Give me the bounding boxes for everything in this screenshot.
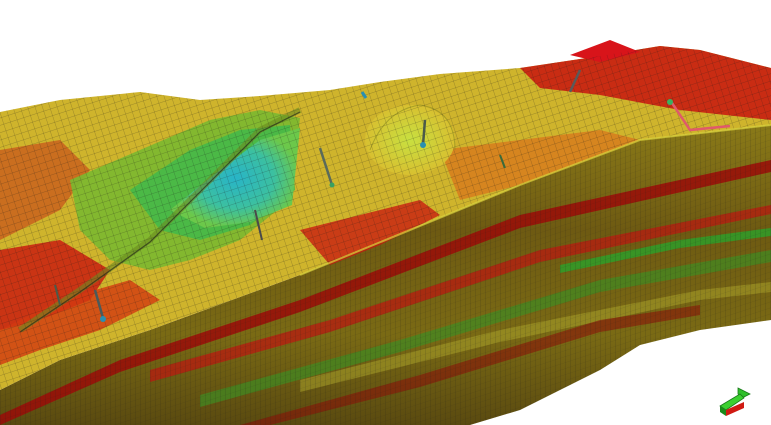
well-trajectory-icon[interactable]	[254, 209, 263, 241]
well-trajectory-icon[interactable]	[420, 119, 427, 148]
well-trajectory-icon[interactable]	[54, 284, 61, 306]
well-trajectory-icon[interactable]	[499, 154, 506, 169]
model-side-wall	[0, 125, 771, 425]
axis-triad-icon[interactable]	[716, 384, 756, 420]
well-trajectory-icon[interactable]	[93, 289, 106, 322]
well-trajectory-icon[interactable]	[568, 69, 582, 93]
model-top-surface	[0, 40, 771, 390]
well-trajectories[interactable]	[54, 69, 731, 322]
well-trajectory-icon[interactable]	[667, 99, 731, 132]
well-trajectory-icon[interactable]	[360, 91, 368, 99]
well-trajectory-icon[interactable]	[318, 147, 335, 188]
